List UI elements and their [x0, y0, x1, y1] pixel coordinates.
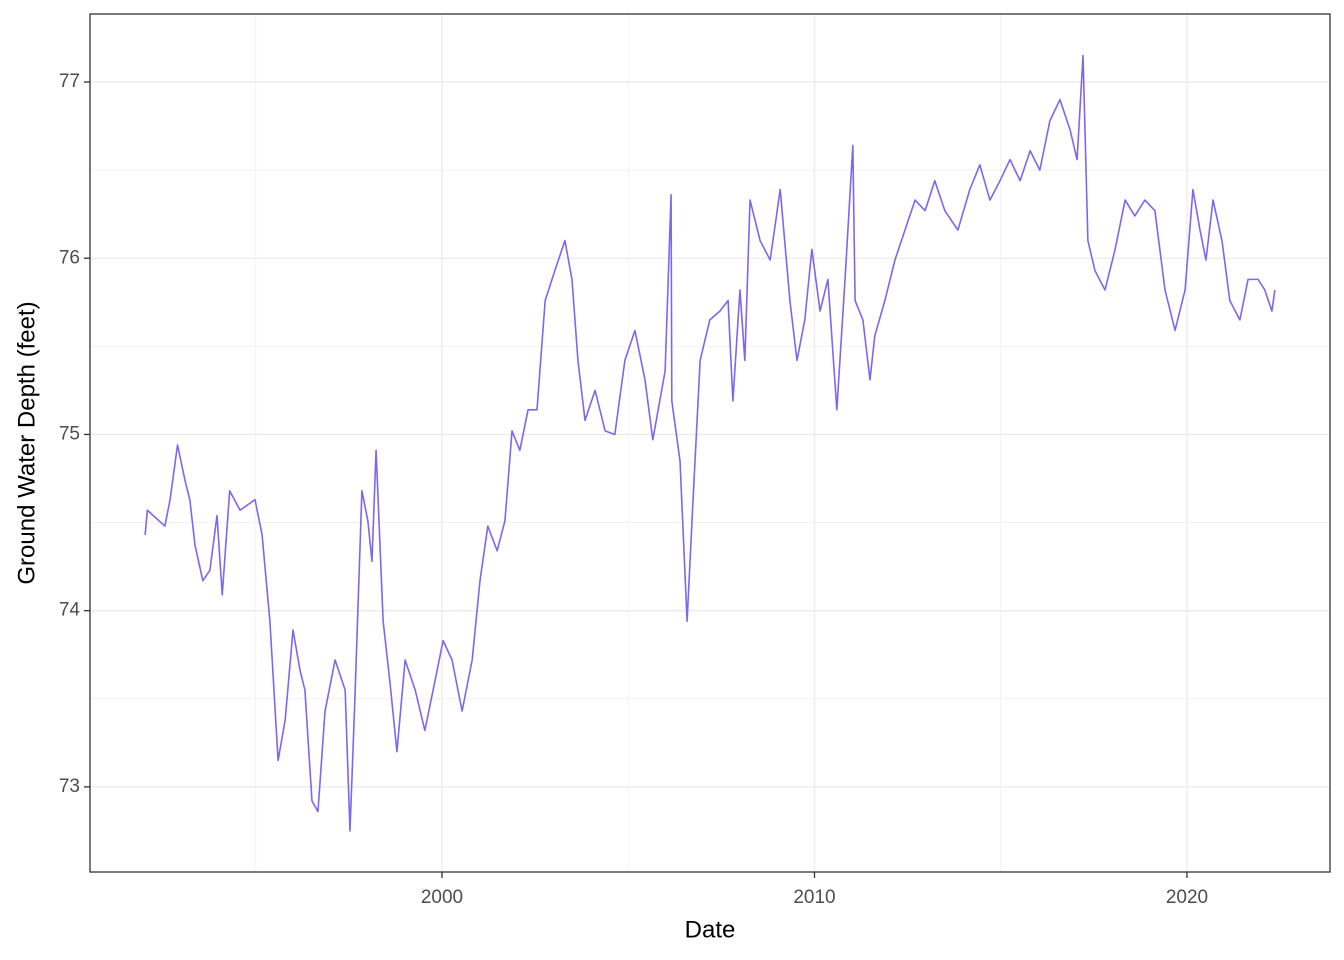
x-tick-label: 2010	[793, 887, 835, 908]
series-line	[144, 54, 1276, 832]
y-tick-label: 76	[59, 247, 80, 268]
x-tick-label: 2020	[1166, 887, 1208, 908]
panel-border	[89, 13, 1331, 873]
y-tick-label: 75	[59, 423, 80, 444]
grid	[90, 14, 1330, 872]
y-tick-label: 73	[59, 776, 80, 797]
y-tick-label: 77	[59, 71, 80, 92]
y-tick-label: 74	[59, 600, 81, 621]
x-axis-title: Date	[685, 916, 736, 943]
x-tick-label: 2000	[421, 887, 463, 908]
lines	[144, 54, 1276, 832]
y-axis-title: Ground Water Depth (feet)	[13, 301, 40, 584]
